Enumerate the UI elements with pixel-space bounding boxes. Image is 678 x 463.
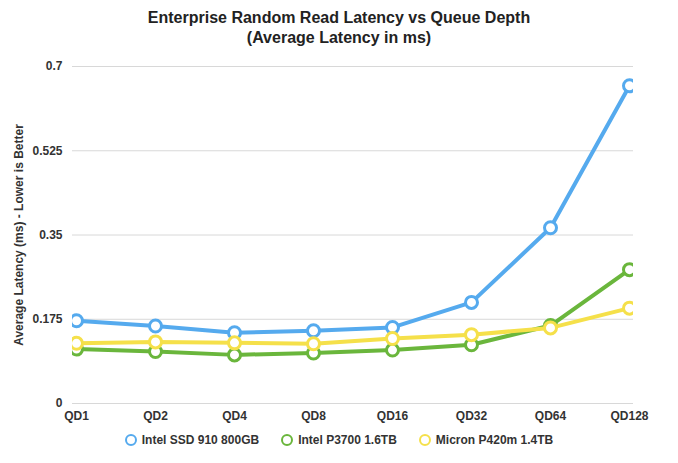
svg-text:QD32: QD32 (456, 409, 488, 423)
svg-text:Average Latency (ms) - Lower i: Average Latency (ms) - Lower is Better (12, 124, 26, 346)
svg-text:0.175: 0.175 (32, 312, 62, 326)
svg-text:QD1: QD1 (64, 409, 89, 423)
html-text:Enterprise Random Read Latency: Enterprise Random Read Latency vs Queue … (147, 9, 531, 26)
svg-text:0: 0 (56, 396, 63, 410)
svg-text:0.7: 0.7 (46, 59, 63, 73)
svg-text:0.525: 0.525 (32, 144, 62, 158)
svg-text:0.35: 0.35 (39, 228, 63, 242)
html-text:Micron P420m 1.4TB: Micron P420m 1.4TB (435, 433, 554, 447)
svg-text:QD2: QD2 (143, 409, 168, 423)
svg-text:QD128: QD128 (610, 409, 648, 423)
html-text:Intel SSD 910 800GB: Intel SSD 910 800GB (141, 433, 260, 447)
svg-text:QD16: QD16 (377, 409, 409, 423)
svg-text:QD8: QD8 (301, 409, 326, 423)
svg-text:QD64: QD64 (535, 409, 567, 423)
svg-text:QD4: QD4 (222, 409, 247, 423)
html-text:Intel P3700 1.6TB: Intel P3700 1.6TB (298, 433, 397, 447)
html-text:(Average Latency in ms): (Average Latency in ms) (246, 29, 432, 46)
